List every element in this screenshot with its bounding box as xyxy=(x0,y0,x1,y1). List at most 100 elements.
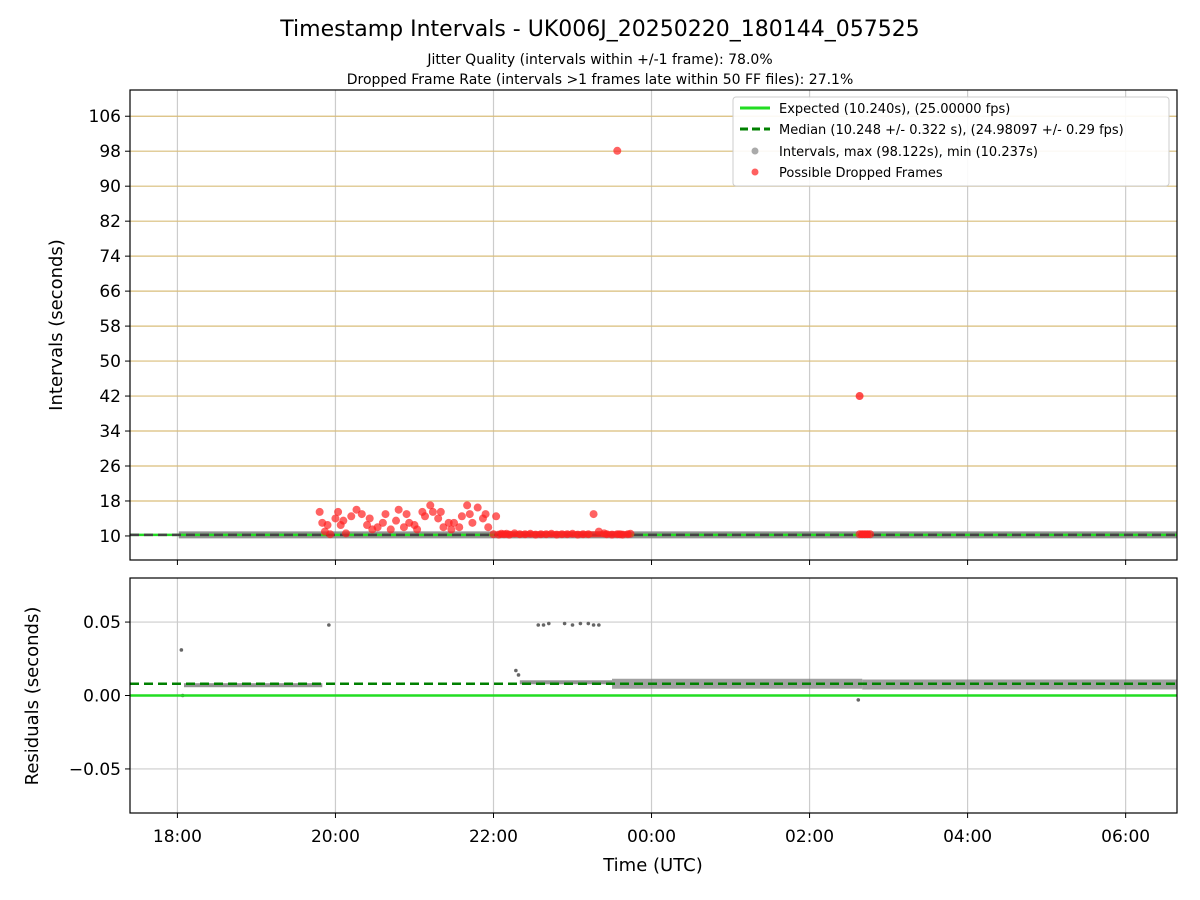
dropped-frame-point xyxy=(339,516,348,525)
dropped-frame-point xyxy=(363,521,372,530)
dropped-frame-point xyxy=(341,529,350,538)
dropped-frame-point xyxy=(473,503,482,512)
dropped-frame-point xyxy=(481,510,490,519)
residual-point xyxy=(547,621,551,626)
top-series xyxy=(130,146,1177,539)
top-ytick-label: 18 xyxy=(99,492,121,512)
dropped-frame-point xyxy=(434,514,443,523)
legend-intervals-swatch xyxy=(751,147,759,155)
dropped-frame-point xyxy=(413,525,422,534)
dropped-frame-point xyxy=(399,523,408,532)
top-ytick-label: 26 xyxy=(99,457,121,477)
dropped-frame-point xyxy=(447,525,456,534)
bottom-ytick-label: 0.00 xyxy=(83,687,121,707)
dropped-frame-point xyxy=(357,510,366,519)
top-ytick-label: 98 xyxy=(99,142,121,162)
residual-point xyxy=(179,648,184,652)
residual-point xyxy=(562,621,567,626)
top-ytick-label: 42 xyxy=(99,387,121,407)
top-ytick-label: 90 xyxy=(99,177,121,197)
dropped-frame-point xyxy=(484,523,493,532)
dropped-frame-point xyxy=(352,505,361,514)
bottom-xtick-label: 00:00 xyxy=(627,827,676,847)
dropped-frame-point xyxy=(421,512,430,521)
dropped-frame-point xyxy=(455,523,464,532)
dropped-frame-point xyxy=(378,518,387,527)
dropped-frame-point xyxy=(402,510,411,519)
dropped-frame-point xyxy=(428,507,437,516)
top-ticks: 10 18 26 34 42 50 58 66 74 82 90 98 106 xyxy=(89,107,1127,565)
chart-title: Timestamp Intervals - UK006J_20250220_18… xyxy=(279,17,919,42)
dropped-frame-point xyxy=(855,392,864,401)
dropped-frame-point xyxy=(381,510,390,519)
dropped-frame-point xyxy=(323,521,332,530)
residual-band xyxy=(519,680,613,685)
top-ylabel: Intervals (seconds) xyxy=(46,239,67,411)
residual-point xyxy=(856,698,861,702)
dropped-frame-point xyxy=(613,146,622,155)
dropped-frame-point xyxy=(373,523,382,532)
dropped-frame-point xyxy=(347,512,356,521)
top-ytick-label: 50 xyxy=(99,352,121,372)
dropped-frame-point xyxy=(331,514,340,523)
dropped-frame-point xyxy=(394,505,403,514)
top-ytick-label: 106 xyxy=(89,107,121,127)
dropped-frame-point xyxy=(392,516,401,525)
top-chart: 10 18 26 34 42 50 58 66 74 82 90 98 106 Intervals (s… xyxy=(46,89,1178,565)
dropped-frame-point xyxy=(436,507,445,516)
bottom-xtick-label: 18:00 xyxy=(153,827,202,847)
bottom-xtick-label: 06:00 xyxy=(1101,827,1150,847)
dropped-frame-point xyxy=(334,507,343,516)
dropped-frame-point xyxy=(315,507,324,516)
dropped-frame-point xyxy=(386,525,395,534)
residual-point xyxy=(541,623,546,627)
legend-median-label: Median (10.248 +/- 0.322 s), (24.98097 +… xyxy=(779,123,1124,138)
top-ytick-label: 34 xyxy=(99,422,121,442)
chart-subtitle-dropped: Dropped Frame Rate (intervals >1 frames … xyxy=(347,72,854,88)
bottom-chart: 18:00 20:00 22:00 00:00 02:00 04:00 06:00 0.05 0… xyxy=(22,577,1178,876)
legend-intervals-label: Intervals, max (98.122s), min (10.237s) xyxy=(779,145,1038,160)
residual-point xyxy=(536,623,541,627)
legend-expected-label: Expected (10.240s), (25.00000 fps) xyxy=(779,102,1010,117)
residual-point xyxy=(516,673,521,677)
top-ytick-label: 10 xyxy=(99,527,121,547)
residual-band xyxy=(183,683,323,688)
residual-point xyxy=(327,623,331,627)
bottom-ytick-label: 0.05 xyxy=(83,613,121,633)
dropped-frame-point xyxy=(463,501,472,510)
dropped-frame-point xyxy=(426,501,435,510)
dropped-frame-point xyxy=(326,530,335,539)
dropped-frame-point xyxy=(449,518,458,527)
legend-dropped-swatch xyxy=(751,168,759,176)
bottom-xtick-label: 20:00 xyxy=(311,827,360,847)
dropped-frame-point xyxy=(365,514,374,523)
legend-box xyxy=(732,96,1170,187)
legend: Expected (10.240s), (25.00000 fps) Media… xyxy=(732,96,1170,187)
bottom-ticks: 18:00 20:00 22:00 00:00 02:00 04:00 06:00 0.05 0… xyxy=(69,613,1150,847)
residual-point xyxy=(514,668,518,673)
chart-subtitle-jitter: Jitter Quality (intervals within +/-1 fr… xyxy=(426,52,772,68)
dropped-frame-point xyxy=(492,512,501,521)
dropped-frame-point xyxy=(457,512,466,521)
residual-point xyxy=(570,623,575,627)
bottom-xtick-label: 02:00 xyxy=(785,827,834,847)
bottom-ylabel: Residuals (seconds) xyxy=(22,607,43,786)
bottom-xlabel: Time (UTC) xyxy=(602,855,703,876)
top-ytick-label: 74 xyxy=(99,247,121,267)
dropped-frame-point xyxy=(465,510,474,519)
top-ytick-label: 82 xyxy=(99,212,121,232)
dropped-frame-point xyxy=(468,518,477,527)
bottom-xtick-label: 04:00 xyxy=(943,827,992,847)
legend-dropped-label: Possible Dropped Frames xyxy=(779,166,943,181)
top-ytick-label: 66 xyxy=(99,282,121,302)
bottom-xtick-label: 22:00 xyxy=(469,827,518,847)
top-ytick-label: 58 xyxy=(99,317,121,337)
residual-point xyxy=(591,623,596,627)
dropped-frame-point xyxy=(439,523,448,532)
top-axes-frame xyxy=(129,89,1178,561)
dropped-frame-point xyxy=(589,510,598,519)
residual-point xyxy=(597,623,601,627)
bottom-ytick-label: −0.05 xyxy=(69,760,121,780)
residual-point xyxy=(586,621,591,626)
